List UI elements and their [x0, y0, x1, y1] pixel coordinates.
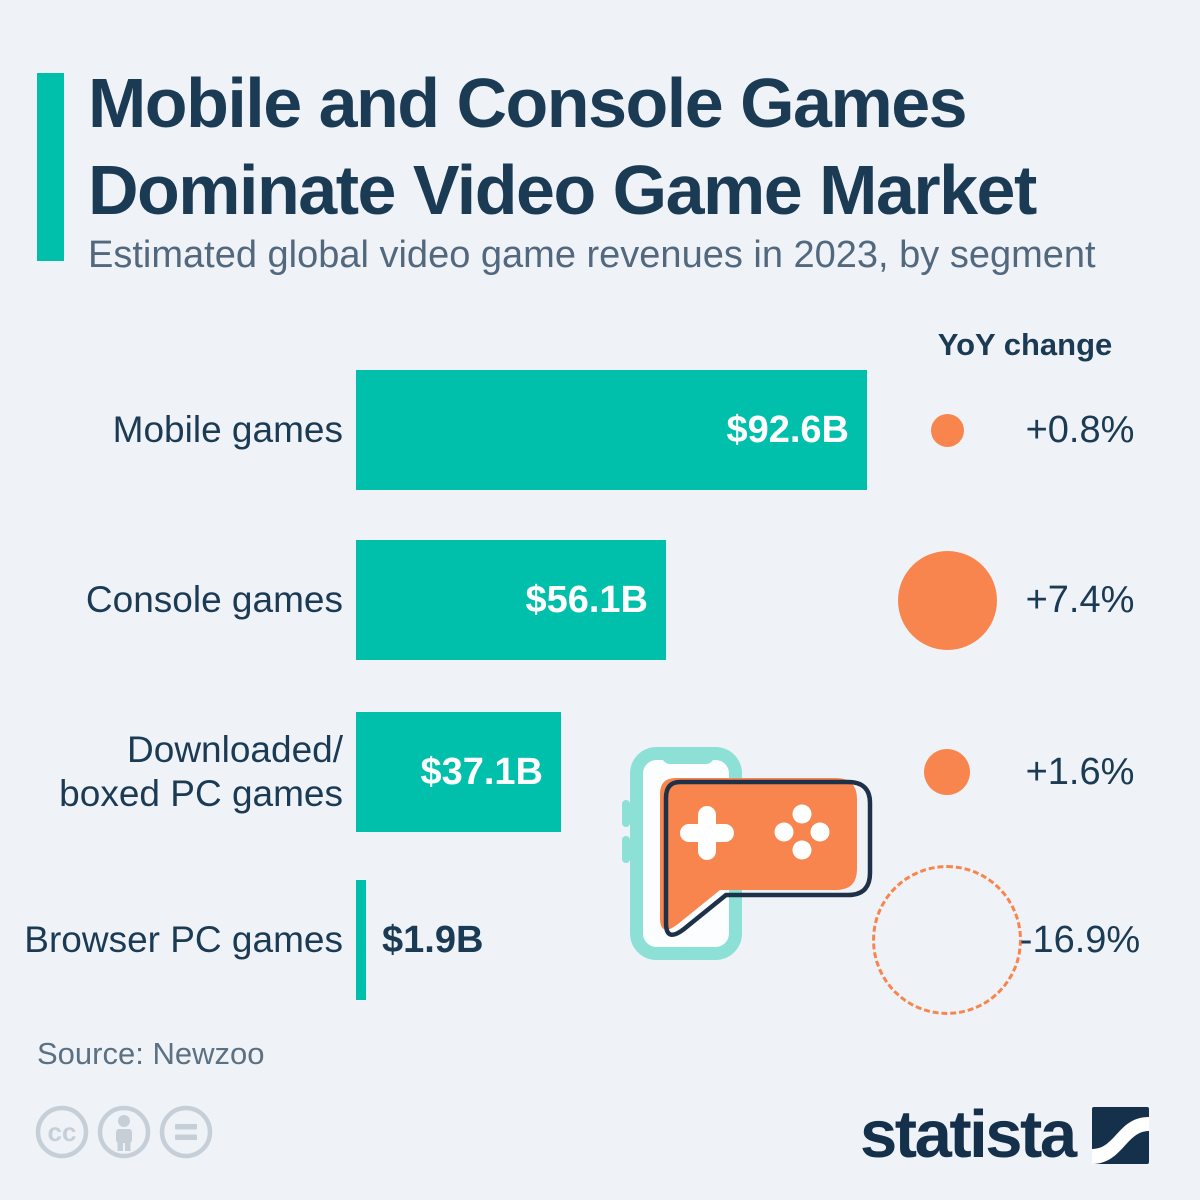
equals-icon	[159, 1105, 213, 1159]
title-accent-bar	[37, 73, 64, 261]
svg-text:cc: cc	[48, 1117, 77, 1147]
attribution-person-icon	[97, 1105, 151, 1159]
yoy-circle	[924, 749, 970, 795]
category-label: Console games	[85, 578, 343, 620]
page-subtitle: Estimated global video game revenues in …	[88, 234, 1096, 276]
yoy-value-label: +1.6%	[1025, 750, 1135, 793]
bar-value-label: $1.9B	[382, 918, 484, 961]
yoy-circle	[897, 550, 997, 650]
category-label: Downloaded/ boxed PC games	[59, 728, 343, 814]
cc-icon: cc	[35, 1105, 89, 1159]
bar-value-label: $56.1B	[525, 578, 648, 621]
gamepad-speech-bubble-icon	[660, 778, 873, 937]
revenue-bar	[356, 880, 366, 1000]
category-label: Browser PC games	[24, 918, 343, 960]
yoy-value-label: -16.9%	[1019, 918, 1141, 961]
revenue-bar: $92.6B	[356, 370, 867, 490]
yoy-circle	[872, 865, 1022, 1015]
yoy-value-label: +7.4%	[1025, 578, 1135, 621]
phone-gamepad-illustration	[622, 747, 873, 960]
statista-logo: statista	[860, 1097, 1165, 1172]
page-title: Mobile and Console Games Dominate Video …	[88, 64, 1037, 229]
revenue-bar: $56.1B	[356, 540, 666, 660]
bar-value-label: $37.1B	[420, 750, 543, 793]
source-note: Source: Newzoo	[37, 1036, 265, 1071]
yoy-circle	[930, 413, 964, 447]
revenue-bar: $37.1B	[356, 712, 561, 832]
statista-wordmark: statista	[860, 1097, 1077, 1172]
yoy-value-label: +0.8%	[1025, 408, 1135, 451]
bar-value-label: $92.6B	[726, 408, 849, 451]
statista-swoosh-icon	[1091, 1106, 1149, 1164]
category-label: Mobile games	[112, 408, 343, 450]
license-icons: cc	[35, 1105, 213, 1159]
yoy-column-header: YoY change	[937, 327, 1113, 362]
